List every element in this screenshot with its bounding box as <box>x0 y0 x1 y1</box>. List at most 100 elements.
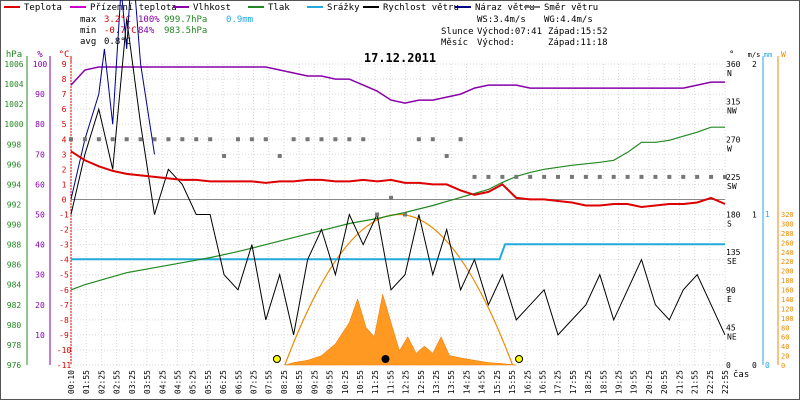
compass-label: NW <box>727 107 737 116</box>
stats-max-label: max <box>80 15 97 25</box>
legend-label-4: Srážky <box>327 3 360 13</box>
solar-tick-label: 20 <box>781 353 789 361</box>
compass-label: SE <box>727 257 737 266</box>
direction-tick-label: 180 <box>726 211 741 220</box>
wind-direction-point <box>319 137 324 142</box>
x-tick-label: 19:25 <box>615 370 624 394</box>
wind-direction-point <box>556 174 561 179</box>
solar-tick-label: 200 <box>781 268 794 276</box>
x-tick-label: 03:25 <box>128 370 137 394</box>
solar-tick-label: 120 <box>781 305 794 313</box>
x-tick-label: 03:55 <box>143 370 152 394</box>
sun-arc <box>284 214 514 366</box>
humidity-axis-unit: % <box>37 50 43 60</box>
wind-direction-point <box>709 174 714 179</box>
sunset-marker <box>515 355 524 363</box>
wind-direction-point <box>500 174 505 179</box>
hpa-tick-label: 992 <box>7 200 22 209</box>
direction-tick-label: 90 <box>726 286 736 295</box>
wind-direction-point <box>291 137 296 142</box>
legend-label-7: Směr větru <box>544 3 598 13</box>
x-axis: 00:10 01:55 02:25 02:55 03:25 03:55 04:25 04:55… <box>67 370 730 394</box>
wind-direction-point <box>263 137 268 142</box>
temp-tick-label: 8 <box>62 75 67 84</box>
x-tick-label: 22:25 <box>706 370 715 394</box>
x-tick-label: 11:25 <box>371 370 380 394</box>
hpa-tick-label: 994 <box>7 180 22 189</box>
hpa-tick-label: 988 <box>7 241 22 250</box>
temp-tick-label: 6 <box>62 105 67 114</box>
pressure-line <box>70 126 725 291</box>
x-tick-label: 18:25 <box>584 370 593 394</box>
wind-direction-point <box>208 137 213 142</box>
wind-direction-point <box>166 137 171 142</box>
x-tick-label: 13:55 <box>447 370 456 394</box>
legend-label-5: Rychlost větru <box>383 3 459 13</box>
moonset-marker <box>381 355 390 363</box>
x-tick-label: 20:55 <box>660 370 669 394</box>
humidity-line <box>70 66 725 104</box>
wind-direction-point <box>180 137 185 142</box>
solar-tick-label: 100 <box>781 315 794 323</box>
solar-area <box>285 294 517 366</box>
temp-tick-label: 2 <box>62 165 67 174</box>
legend-label-0: Teplota <box>24 3 62 13</box>
direction-tick-label: 315 <box>726 98 741 107</box>
wind-direction-point <box>152 137 157 142</box>
x-tick-label: 04:55 <box>173 370 182 394</box>
x-tick-label: 16:55 <box>538 370 547 394</box>
wind-direction-point <box>416 137 421 142</box>
hpa-tick-label: 978 <box>7 341 22 350</box>
compass-label: N <box>727 69 732 78</box>
x-tick-label: 15:25 <box>493 370 502 394</box>
wind-direction-point <box>723 174 727 179</box>
direction-axis-unit: ° <box>729 50 734 60</box>
stats-min-label: min <box>80 26 96 36</box>
stats-max-press: 999.7hPa <box>164 15 207 25</box>
wind-direction-point <box>667 174 672 179</box>
stats-wg: WG:4.4m/s <box>544 15 593 25</box>
compass-label: S <box>727 220 732 229</box>
wind-axis-unit: m/s <box>748 51 761 59</box>
stats-moonrise: Východ: <box>477 38 515 48</box>
temp-tick-label: -10 <box>57 346 72 355</box>
direction-tick-label: 0 <box>726 361 731 370</box>
stats-moon-label: Měsíc <box>441 38 468 48</box>
hpa-tick-label: 1004 <box>4 80 23 89</box>
x-tick-label: 12:25 <box>402 370 411 394</box>
wind-direction-point <box>124 137 129 142</box>
wind-direction-point <box>305 137 310 142</box>
hpa-tick-label: 998 <box>7 140 22 149</box>
x-tick-label: 09:55 <box>326 370 335 394</box>
temp-tick-label: 9 <box>62 60 67 69</box>
solar-tick-label: 220 <box>781 258 794 266</box>
wind-direction-point <box>430 137 435 142</box>
wind-direction-point <box>82 137 87 142</box>
hpa-tick-label: 982 <box>7 301 22 310</box>
x-tick-label: 02:25 <box>97 370 106 394</box>
x-tick-label: 19:55 <box>630 370 639 394</box>
hpa-tick-label: 986 <box>7 261 22 270</box>
humidity-tick-label: 30 <box>35 271 45 280</box>
x-tick-label: 13:25 <box>432 370 441 394</box>
humidity-tick-label: 60 <box>35 180 45 189</box>
wind-direction-point <box>695 174 700 179</box>
x-tick-label: 11:55 <box>386 370 395 394</box>
x-tick-label: 18:55 <box>599 370 608 394</box>
x-tick-label: 12:55 <box>417 370 426 394</box>
humidity-tick-label: 100 <box>33 60 48 69</box>
wind-direction-point <box>138 137 143 142</box>
temp-tick-label: -2 <box>59 226 69 235</box>
solar-tick-label: 40 <box>781 343 789 351</box>
wind-direction-point <box>361 137 366 142</box>
rain-tick-label: 0 <box>765 361 770 370</box>
right-axes: ° m/s mm W36031527022518013590450NNWWSWSSEE… <box>726 50 794 370</box>
sunrise-marker <box>272 355 281 363</box>
temp-tick-label: 5 <box>62 120 67 129</box>
x-tick-label: 05:25 <box>189 370 198 394</box>
x-tick-label: 02:55 <box>113 370 122 394</box>
humidity-tick-label: 50 <box>35 211 45 220</box>
stats-sunset: Západ:15:52 <box>548 27 608 37</box>
wind-direction-point <box>402 212 407 217</box>
wind-direction-point <box>542 174 547 179</box>
